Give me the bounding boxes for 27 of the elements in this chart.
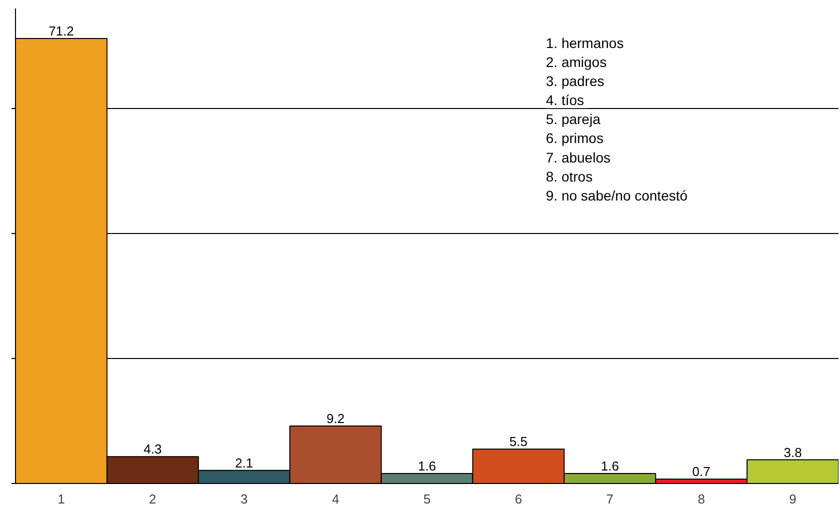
annotation: 1. hermanos: [546, 34, 624, 51]
data-label: 3.8: [784, 444, 802, 460]
x-tick-label: 1: [58, 492, 65, 506]
data-label: 1.6: [418, 458, 436, 474]
x-tick-label: 6: [514, 492, 522, 506]
x-tick-label: 8: [698, 492, 705, 506]
annotation: 8. otros: [546, 168, 593, 184]
annotation: 9. no sabe/no contestó: [546, 187, 688, 204]
x-tick-label: 4: [332, 492, 340, 506]
annotation: 3. padres: [546, 73, 604, 89]
x-tick-label: 5: [423, 492, 431, 506]
x-tick-label: 9: [789, 492, 796, 506]
data-label: 4.3: [144, 442, 162, 457]
data-label: 71.2: [48, 24, 74, 38]
data-label: 5.5: [509, 434, 528, 450]
annotation: 6. primos: [546, 130, 604, 146]
data-label: 0.7: [692, 464, 710, 480]
annotation: 5. pareja: [546, 111, 601, 128]
x-tick-label: 7: [606, 492, 614, 506]
annotation: 7. abuelos: [546, 149, 610, 166]
x-tick-label: 3: [240, 492, 248, 506]
annotation: 2. amigos: [546, 54, 607, 70]
annotation: 4. tíos: [546, 92, 584, 108]
data-label: 2.1: [235, 455, 254, 470]
data-label: 1.6: [600, 458, 619, 474]
x-tick-label: 2: [149, 492, 156, 506]
data-label: 9.2: [326, 411, 345, 426]
